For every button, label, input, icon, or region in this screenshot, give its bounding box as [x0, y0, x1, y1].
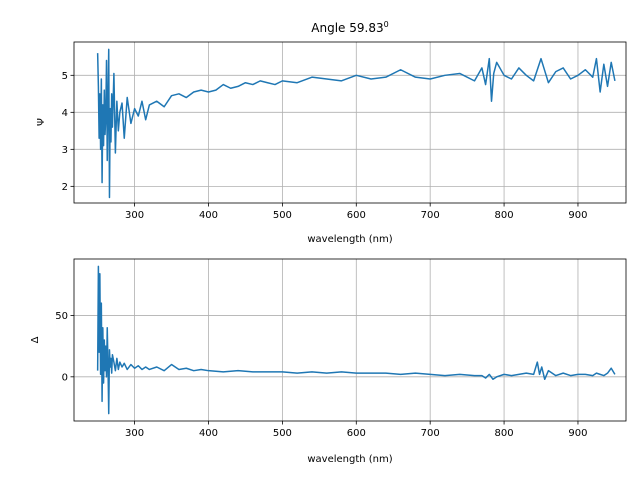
delta-x-tick-label: 900: [568, 428, 587, 439]
psi-y-tick-label: 5: [62, 71, 68, 82]
psi-x-tick-label: 500: [273, 210, 292, 221]
psi-axes-frame: [73, 41, 627, 204]
psi-subplot: 300 400 500 600 700 800 900 2 3 4 5 Angle 59.830 w…: [36, 20, 627, 245]
psi-x-tick-label: 800: [495, 210, 514, 221]
psi-y-tick-label: 2: [62, 182, 68, 193]
delta-y-tick-label: 50: [55, 311, 68, 322]
delta-axes-frame: [73, 258, 627, 422]
psi-series-line: [96, 48, 616, 199]
psi-chart-title: Angle 59.830: [311, 20, 388, 35]
delta-x-axis-label: wavelength (nm): [307, 454, 392, 465]
delta-x-tick-label: 500: [273, 428, 292, 439]
delta-y-axis-label: Δ: [30, 336, 41, 343]
delta-x-tick-label: 300: [125, 428, 144, 439]
psi-y-axis-label: Ψ: [36, 118, 47, 126]
psi-title-main: Angle 59.83: [311, 21, 383, 35]
psi-x-tick-label: 900: [568, 210, 587, 221]
delta-x-tick-label: 700: [421, 428, 440, 439]
psi-x-tick-label: 300: [125, 210, 144, 221]
delta-ticks: 300 400 500 600 700 800 900 0 50: [55, 311, 587, 439]
psi-series: [96, 48, 616, 199]
delta-series: [96, 265, 616, 415]
delta-x-tick-label: 400: [199, 428, 218, 439]
delta-x-tick-label: 800: [495, 428, 514, 439]
delta-grid: [74, 259, 626, 421]
psi-grid: [74, 42, 626, 203]
psi-x-tick-label: 400: [199, 210, 218, 221]
delta-y-tick-label: 0: [62, 372, 68, 383]
psi-y-tick-label: 4: [62, 108, 68, 119]
delta-subplot: 300 400 500 600 700 800 900 0 50 wavelength (nm)…: [30, 258, 627, 465]
psi-ticks: 300 400 500 600 700 800 900 2 3 4 5: [62, 71, 588, 221]
psi-x-tick-label: 700: [421, 210, 440, 221]
psi-x-tick-label: 600: [347, 210, 366, 221]
psi-y-tick-label: 3: [62, 145, 68, 156]
psi-x-axis-label: wavelength (nm): [307, 234, 392, 245]
delta-series-line: [96, 265, 616, 415]
delta-x-tick-label: 600: [347, 428, 366, 439]
psi-title-superscript: 0: [384, 20, 389, 29]
